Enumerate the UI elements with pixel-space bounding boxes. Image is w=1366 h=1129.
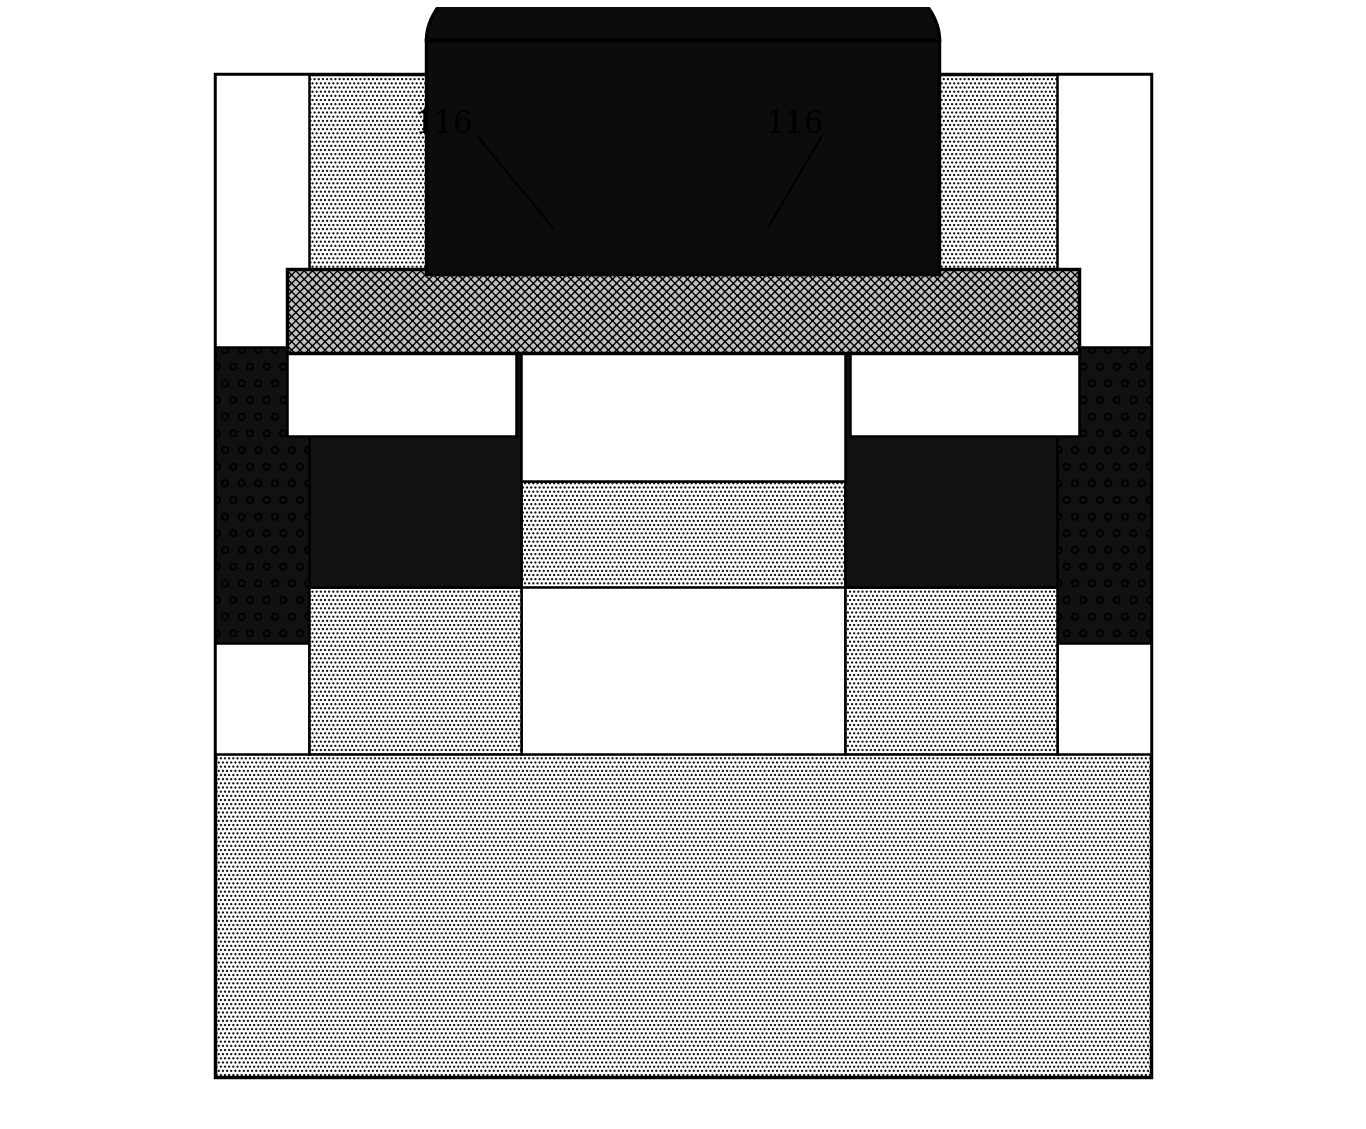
Polygon shape — [426, 0, 940, 274]
Bar — [510, 208, 638, 269]
Bar — [522, 481, 844, 587]
Bar — [844, 341, 1056, 587]
Bar — [728, 208, 856, 269]
Bar — [844, 587, 1056, 754]
Bar — [850, 341, 1079, 436]
Bar — [844, 347, 1152, 642]
Bar — [310, 341, 522, 587]
Bar — [287, 341, 516, 436]
Bar — [1056, 73, 1152, 754]
Bar — [522, 369, 844, 754]
Bar — [287, 269, 1079, 352]
Text: 116: 116 — [414, 108, 473, 140]
Bar — [214, 73, 1152, 1077]
Bar — [214, 73, 310, 754]
Text: 116: 116 — [765, 108, 824, 140]
Bar — [214, 347, 522, 642]
Bar — [522, 341, 844, 481]
Bar — [310, 587, 522, 754]
